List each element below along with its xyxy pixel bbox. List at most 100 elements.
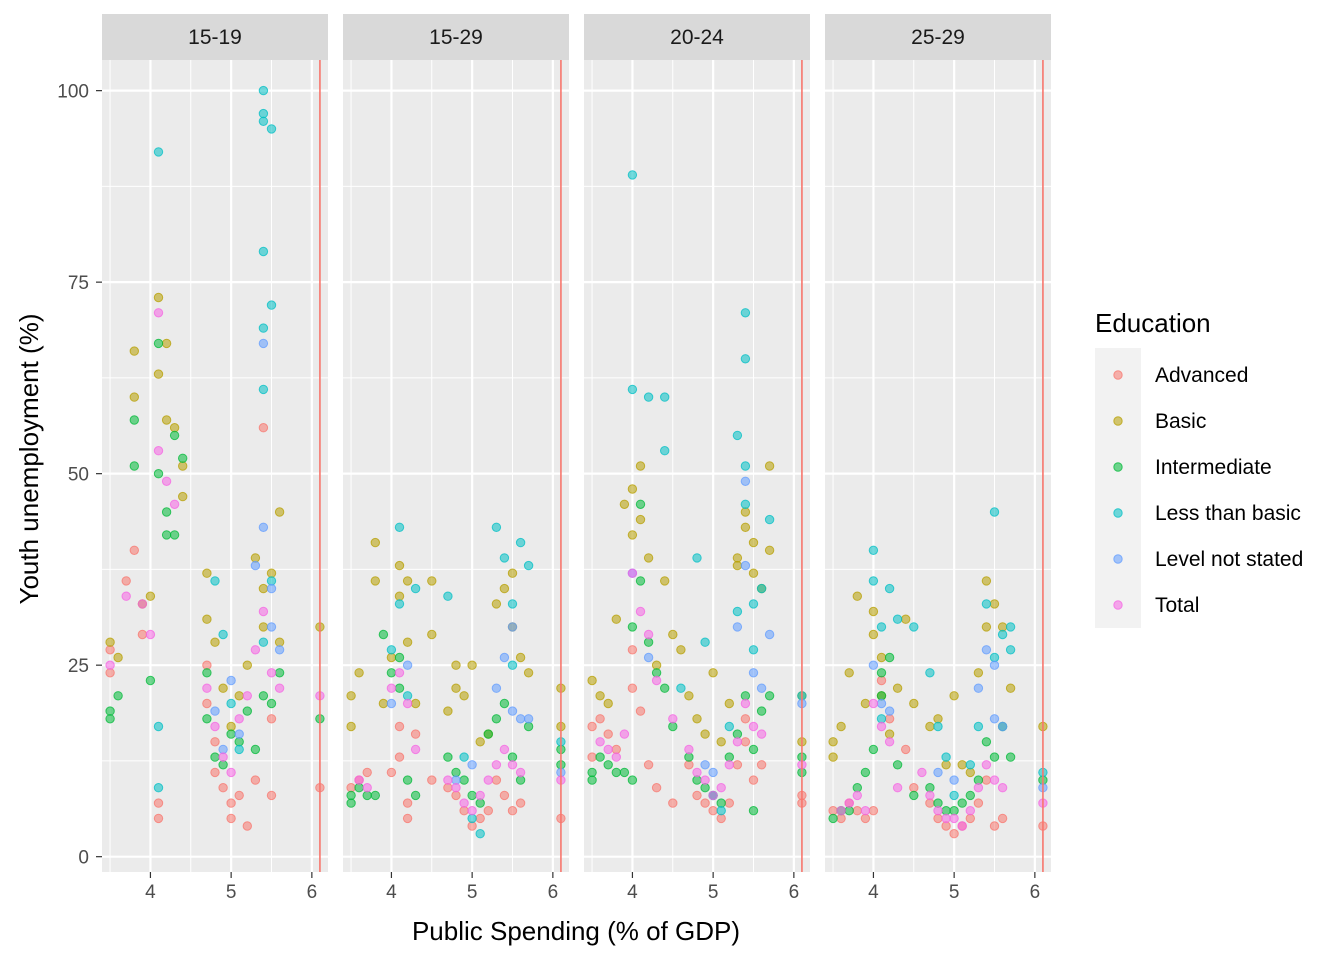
data-point (909, 783, 919, 793)
data-point (884, 583, 895, 594)
data-point (346, 783, 356, 793)
data-point (234, 790, 244, 801)
data-point (153, 813, 164, 824)
data-point (410, 729, 421, 739)
data-point (410, 744, 421, 755)
data-point (137, 629, 148, 640)
data-point (868, 576, 879, 586)
facet-strip-label: 20-24 (670, 26, 724, 49)
data-point (105, 714, 115, 724)
legend-key (1113, 600, 1123, 610)
data-point (1005, 683, 1016, 693)
data-point (491, 760, 502, 770)
data-point (660, 392, 670, 402)
data-point (402, 576, 413, 586)
data-point (250, 560, 261, 571)
data-point (507, 806, 518, 816)
facet-panel-15-19: 15-19 (102, 14, 328, 872)
data-point (451, 767, 461, 778)
data-point (153, 446, 164, 456)
data-point (402, 798, 413, 808)
data-point (475, 829, 485, 839)
data-point (748, 668, 759, 678)
x-tick-label: 5 (949, 882, 960, 903)
data-point (635, 576, 646, 586)
data-point (274, 668, 285, 678)
data-point (740, 476, 751, 486)
data-point (740, 354, 751, 364)
data-point (965, 813, 975, 824)
data-point (708, 806, 718, 816)
data-point (941, 760, 951, 770)
data-point (451, 783, 461, 793)
y-axis: 0 25 50 75 100 (57, 82, 102, 869)
data-point (467, 660, 477, 670)
data-point (218, 629, 228, 640)
data-point (973, 668, 984, 678)
data-point (884, 737, 895, 747)
data-point (242, 821, 253, 831)
data-point (202, 698, 212, 709)
data-point (258, 116, 269, 127)
data-point (668, 721, 678, 732)
data-point (274, 683, 285, 693)
data-point (860, 806, 871, 816)
facet-strip (584, 14, 810, 60)
data-point (997, 813, 1008, 824)
data-point (651, 675, 662, 686)
data-point (410, 790, 421, 801)
data-point (635, 461, 646, 471)
data-point (828, 737, 838, 747)
data-point (169, 499, 180, 509)
data-point (627, 170, 638, 180)
data-point (499, 553, 510, 563)
data-point (145, 629, 156, 640)
data-point (427, 576, 437, 586)
data-point (941, 813, 951, 824)
data-point (451, 660, 461, 670)
data-point (692, 714, 702, 724)
data-point (587, 775, 597, 785)
data-point (740, 522, 751, 532)
data-point (242, 660, 253, 670)
data-point (748, 744, 759, 755)
data-point (507, 660, 518, 670)
data-point (868, 606, 879, 617)
data-point (740, 698, 751, 709)
data-point (901, 614, 911, 624)
data-point (129, 415, 140, 425)
data-point (627, 622, 638, 632)
data-point (949, 813, 959, 824)
data-point (836, 813, 846, 824)
data-point (740, 737, 751, 747)
data-point (467, 806, 477, 816)
data-point (507, 622, 518, 632)
data-point (708, 668, 718, 678)
data-point (250, 775, 261, 785)
data-point (459, 798, 469, 808)
x-axis-title: Public Spending (% of GDP) (412, 916, 740, 946)
data-point (483, 806, 493, 816)
data-point (402, 637, 413, 647)
data-point (386, 767, 397, 778)
x-tick-label: 4 (627, 882, 638, 903)
data-point (410, 698, 421, 709)
data-point (989, 652, 1000, 663)
data-point (748, 599, 759, 609)
data-point (611, 614, 621, 624)
data-point (161, 415, 172, 425)
data-point (732, 606, 743, 617)
legend-label: Less than basic (1155, 502, 1301, 525)
data-point (129, 392, 140, 402)
data-point (748, 537, 759, 548)
legend-key (1113, 554, 1123, 564)
data-point (386, 668, 397, 678)
data-point (708, 790, 718, 801)
data-point (700, 637, 710, 647)
data-point (258, 85, 269, 96)
data-point (153, 798, 164, 808)
data-point (957, 821, 967, 831)
data-point (852, 591, 862, 601)
data-point (852, 790, 862, 801)
y-tick-label: 0 (78, 848, 89, 869)
